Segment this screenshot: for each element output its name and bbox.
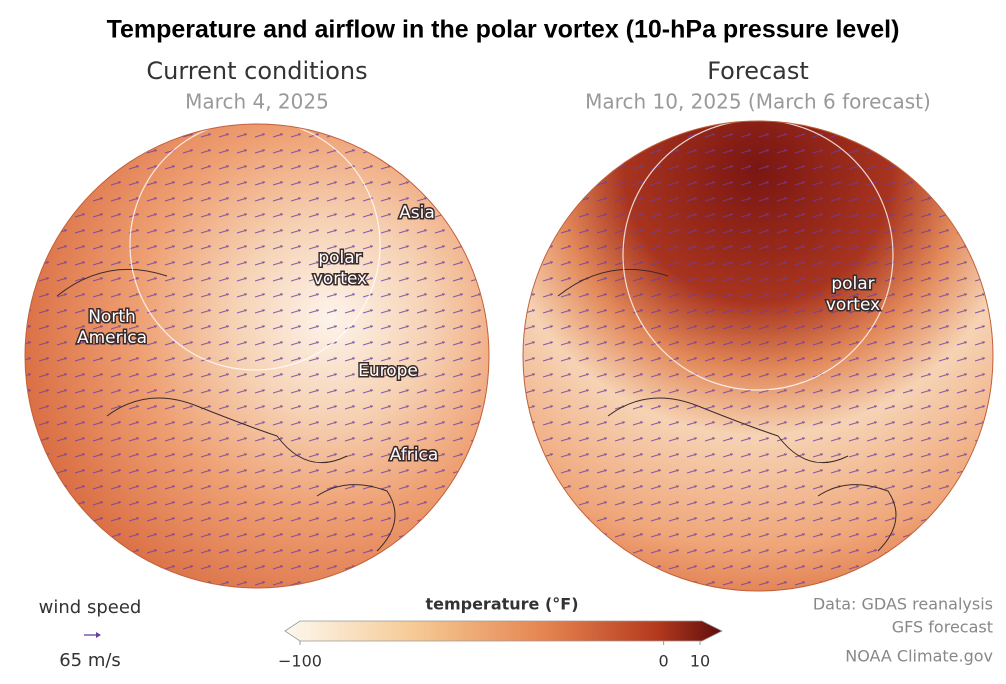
credits: Data: GDAS reanalysis GFS forecast NOAA Cl… xyxy=(813,595,993,666)
globe-edge xyxy=(522,120,994,592)
colorbar: −100 0 10 xyxy=(278,620,723,671)
globe xyxy=(25,124,489,588)
title: Temperature and airflow in the polar vor… xyxy=(107,16,900,44)
map-label: vortex xyxy=(313,269,367,289)
colorbar-bar xyxy=(284,620,723,642)
map-label: Asia xyxy=(399,203,435,223)
globe xyxy=(523,121,993,591)
wind-arrow xyxy=(84,632,101,638)
panel-subtitle: March 4, 2025 xyxy=(185,90,329,114)
polar-circle xyxy=(129,119,381,371)
coastline xyxy=(557,268,897,552)
credit: GFS forecast xyxy=(892,618,993,637)
map-label: Africa xyxy=(390,445,439,465)
panels: Current conditions March 4, 2025 Asia polar… xyxy=(24,57,994,592)
colorbar-tick-label: 10 xyxy=(690,652,710,671)
colorbar-tick-label: 0 xyxy=(659,652,669,671)
colorbar-title: temperature (°F) xyxy=(425,595,578,614)
credit: NOAA Climate.gov xyxy=(845,647,993,666)
credit: Data: GDAS reanalysis xyxy=(813,595,993,614)
wind-value: 65 m/s xyxy=(59,650,121,671)
panel-subtitle: March 10, 2025 (March 6 forecast) xyxy=(585,90,931,114)
wind-arrows xyxy=(523,121,993,591)
globe-edge xyxy=(24,123,490,589)
wind-arrows xyxy=(25,124,489,588)
coastline xyxy=(56,268,396,552)
polar-circle xyxy=(622,119,894,391)
panel-title: Forecast xyxy=(707,57,809,85)
map-label: polar xyxy=(831,274,874,294)
colorbar-tick-label: −100 xyxy=(278,652,322,671)
panel-title: Current conditions xyxy=(146,57,367,85)
map-label: North xyxy=(88,307,136,327)
map-label: America xyxy=(77,328,147,348)
map-label: polar xyxy=(318,248,361,268)
map-label: Europe xyxy=(358,361,418,381)
map-label: vortex xyxy=(826,295,880,315)
wind-label: wind speed xyxy=(39,597,142,618)
